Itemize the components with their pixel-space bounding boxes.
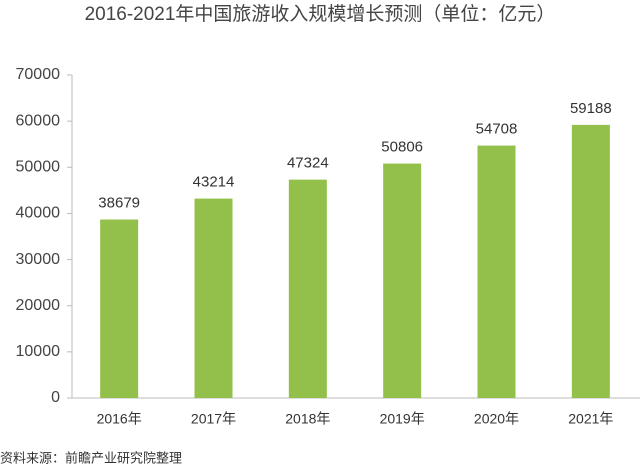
y-tick-label: 40000 [16, 205, 61, 222]
data-label: 47324 [287, 155, 329, 172]
data-label: 38679 [98, 194, 140, 211]
data-label: 54708 [476, 121, 518, 138]
data-label: 43214 [193, 174, 235, 191]
x-tick-label: 2018年 [285, 411, 330, 427]
bar [194, 198, 233, 398]
y-tick-label: 30000 [16, 251, 61, 268]
y-tick-label: 60000 [16, 112, 61, 129]
y-tick-label: 50000 [16, 159, 61, 176]
bar [477, 145, 516, 398]
bar [571, 124, 610, 399]
source-note: 资料来源：前瞻产业研究院整理 [0, 450, 182, 465]
x-tick-label: 2021年 [568, 411, 613, 427]
bar [288, 179, 327, 398]
bar [100, 219, 139, 398]
x-tick-label: 2019年 [380, 411, 425, 427]
x-tick-label: 2017年 [191, 411, 236, 427]
y-tick-label: 20000 [16, 297, 61, 314]
y-tick-label: 70000 [16, 66, 61, 83]
y-tick-label: 0 [51, 389, 60, 406]
bar [383, 163, 422, 398]
x-tick-label: 2016年 [97, 411, 142, 427]
y-tick-label: 10000 [16, 343, 61, 360]
data-label: 59188 [570, 100, 612, 117]
data-label: 50806 [381, 139, 423, 156]
chart-title: 2016-2021年中国旅游收入规模增长预测（单位：亿元） [85, 3, 556, 25]
x-tick-label: 2020年 [474, 411, 519, 427]
